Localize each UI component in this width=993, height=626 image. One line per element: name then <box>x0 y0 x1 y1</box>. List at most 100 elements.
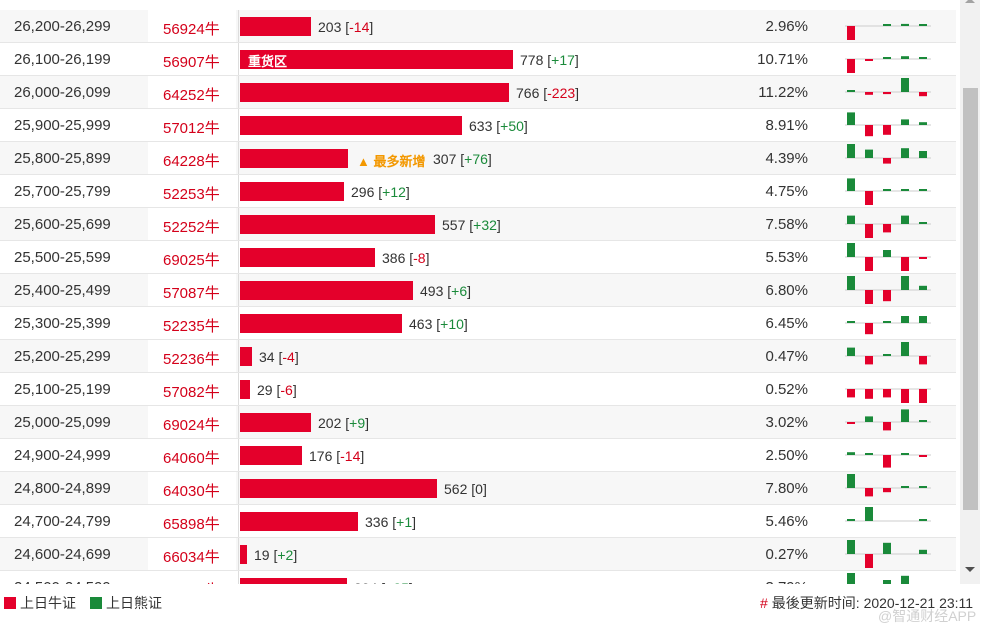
bar-value: 336 [+1] <box>365 514 416 530</box>
bar-value: 19 [+2] <box>254 547 298 563</box>
history-sparkline <box>845 215 931 238</box>
percentage: 2.96% <box>765 18 808 35</box>
bar-cell: 29 [-6] <box>238 373 749 405</box>
sparkline-bar <box>883 455 891 468</box>
sparkline-bar <box>883 158 891 164</box>
table-row[interactable]: 25,800-25,899 64228牛 ▲ 最多新增 307 [+76] 4.39% <box>0 142 956 175</box>
warrant-code-link[interactable]: 69025牛 <box>163 252 220 269</box>
bar-value: 493 [+6] <box>420 283 471 299</box>
vertical-scrollbar[interactable] <box>960 0 980 584</box>
history-sparkline <box>847 573 909 584</box>
bar-value-number: 304 <box>354 580 377 584</box>
table-row[interactable]: 24,700-24,799 65898牛 336 [+1] 5.46% <box>0 505 956 538</box>
warrant-code-link[interactable]: 65898牛 <box>163 516 220 533</box>
warrant-code-link[interactable]: 52253牛 <box>163 186 220 203</box>
price-range: 26,100-26,199 <box>14 51 111 68</box>
history-sparkline <box>845 144 931 164</box>
table-row[interactable]: 25,600-25,699 52252牛 557 [+32] 7.58% <box>0 208 956 241</box>
price-range: 24,600-24,699 <box>14 546 111 563</box>
percentage: 7.58% <box>765 216 808 233</box>
table-row[interactable]: 26,100-26,199 56907牛 重货区 778 [+17] 10.71% <box>0 43 956 76</box>
bar-value: 778 [+17] <box>520 52 579 68</box>
table-row[interactable]: 25,000-25,099 69024牛 202 [+9] 3.02% <box>0 406 956 439</box>
bar-value-number: 336 <box>365 514 389 530</box>
bar-value-number: 493 <box>420 283 444 299</box>
bar-value-change: -223 <box>547 85 576 101</box>
bar-cell: 336 [+1] <box>238 505 749 537</box>
warrant-code-link[interactable]: 64030牛 <box>163 483 220 500</box>
table-row[interactable]: 25,700-25,799 52253牛 296 [+12] 4.75% <box>0 175 956 208</box>
warrant-code-link[interactable]: 69024牛 <box>163 417 220 434</box>
table-row[interactable]: 26,200-26,299 56924牛 203 [-14] 2.96% <box>0 10 956 43</box>
table-row[interactable]: 24,500-24,599 55088牛 304 [+35] 3.79% <box>0 571 956 584</box>
sparkline-bar <box>919 122 927 125</box>
volume-bar <box>240 578 347 584</box>
warrant-code-link[interactable]: 64060牛 <box>163 450 220 467</box>
sparkline-bar <box>865 356 873 365</box>
volume-bar: 重货区 <box>240 50 513 69</box>
bar-value-number: 202 <box>318 415 342 431</box>
bar-cell: ▲ 最多新增 307 [+76] <box>238 142 749 174</box>
sparkline-bar <box>883 389 891 398</box>
scroll-up-arrow-icon[interactable] <box>965 0 975 3</box>
percentage: 0.27% <box>765 546 808 563</box>
sparkline-bar <box>901 148 909 158</box>
sparkline-bar <box>883 189 891 191</box>
bar-cell: 562 [0] <box>238 472 749 504</box>
warrant-code-link[interactable]: 55088牛 <box>163 579 220 584</box>
bar-value: 633 [+50] <box>469 118 528 134</box>
sparkline-bar <box>901 56 909 59</box>
table-row[interactable]: 25,900-25,999 57012牛 633 [+50] 8.91% <box>0 109 956 142</box>
warrant-code-link[interactable]: 66034牛 <box>163 549 220 566</box>
volume-bar <box>240 281 413 300</box>
percentage: 0.52% <box>765 381 808 398</box>
warrant-code-link[interactable]: 64252牛 <box>163 87 220 104</box>
price-range: 25,400-25,499 <box>14 282 111 299</box>
table-row[interactable]: 26,000-26,099 64252牛 766 [-223] 11.22% <box>0 76 956 109</box>
price-range: 26,200-26,299 <box>14 18 111 35</box>
percentage: 10.71% <box>757 51 808 68</box>
bar-cell: 766 [-223] <box>238 76 749 108</box>
bar-value-number: 34 <box>259 349 275 365</box>
warrant-code-link[interactable]: 57082牛 <box>163 384 220 401</box>
warrant-code-link[interactable]: 52252牛 <box>163 219 220 236</box>
table-row[interactable]: 24,900-24,999 64060牛 176 [-14] 2.50% <box>0 439 956 472</box>
sparkline-bar <box>901 486 909 488</box>
scroll-down-arrow-icon[interactable] <box>965 567 975 572</box>
watermark: @智通财经APP <box>878 608 977 624</box>
warrant-code-link[interactable]: 52235牛 <box>163 318 220 335</box>
percentage: 2.50% <box>765 447 808 464</box>
table-row[interactable]: 25,200-25,299 52236牛 34 [-4] 0.47% <box>0 340 956 373</box>
price-range: 25,900-25,999 <box>14 117 111 134</box>
table-row[interactable]: 25,100-25,199 57082牛 29 [-6] 0.52% <box>0 373 956 406</box>
scrollbar-thumb[interactable] <box>963 88 978 510</box>
table-row[interactable]: 25,300-25,399 52235牛 463 [+10] 6.45% <box>0 307 956 340</box>
warrant-code-link[interactable]: 57012牛 <box>163 120 220 137</box>
table-row[interactable]: 24,600-24,699 66034牛 19 [+2] 0.27% <box>0 538 956 571</box>
bar-value-number: 778 <box>520 52 544 68</box>
price-range: 26,000-26,099 <box>14 84 111 101</box>
bar-value: 386 [-8] <box>382 250 430 266</box>
legend-bear: 上日熊证 <box>90 593 162 613</box>
sparkline-bar <box>847 112 855 125</box>
warrant-code-link[interactable]: 52236牛 <box>163 351 220 368</box>
table-row[interactable]: 24,800-24,899 64030牛 562 [0] 7.80% <box>0 472 956 505</box>
table-row[interactable]: 25,400-25,499 57087牛 493 [+6] 6.80% <box>0 274 956 307</box>
warrant-code-link[interactable]: 56924牛 <box>163 21 220 38</box>
bar-value-change: +1 <box>396 514 413 530</box>
bar-cell: 304 [+35] <box>238 571 749 584</box>
distribution-table: 26,200-26,299 56924牛 203 [-14] 2.96% 26,100-… <box>0 10 956 584</box>
sparkline-bar <box>919 24 927 26</box>
bull-swatch-icon <box>4 597 16 609</box>
sparkline-bar <box>865 554 873 568</box>
warrant-code-link[interactable]: 56907牛 <box>163 54 220 71</box>
sparkline-bar <box>865 488 873 497</box>
bar-value-change: +6 <box>451 283 468 299</box>
table-row[interactable]: 25,500-25,599 69025牛 386 [-8] 5.53% <box>0 241 956 274</box>
sparkline-bar <box>883 354 891 356</box>
warrant-code-link[interactable]: 64228牛 <box>163 153 220 170</box>
warrant-code-link[interactable]: 57087牛 <box>163 285 220 302</box>
bar-value-number: 557 <box>442 217 466 233</box>
sparkline-bar <box>865 59 873 61</box>
bar-value-number: 766 <box>516 85 540 101</box>
